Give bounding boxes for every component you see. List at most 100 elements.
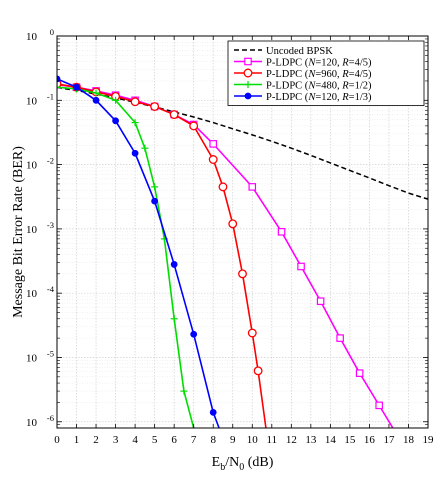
series-line-1 [57, 83, 394, 428]
legend-label-part: =120, [315, 57, 342, 68]
y-tick-exponent: -6 [47, 413, 54, 423]
y-tick-base: 10 [26, 31, 38, 43]
legend-label-part: =4/5) [349, 57, 372, 68]
marker-dot [151, 197, 159, 205]
y-tick-exponent: -1 [47, 91, 54, 101]
y-tick-base: 10 [26, 224, 38, 236]
legend-label-part: =480, [315, 80, 342, 91]
marker-dot [112, 117, 119, 125]
x-tick-label: 9 [230, 434, 236, 446]
x-tick-label: 10 [247, 434, 259, 446]
marker-square [336, 334, 344, 342]
y-tick-exponent: -4 [47, 284, 55, 294]
marker-circle [228, 219, 238, 229]
x-tick-labels: 0 1 2 3 4 5 6 7 8 9 10 11 12 13 14 15 16 17 18 19 [54, 434, 434, 446]
x-tick-label: 7 [191, 434, 197, 446]
y-tick-label: 10 [26, 31, 38, 43]
marker-circle [243, 68, 253, 78]
marker-square [277, 228, 286, 236]
legend-label-part: =1/2) [349, 80, 372, 91]
legend-label: P-LDPC (N=480, R=1/2) [266, 80, 372, 91]
ticks [56, 35, 429, 429]
x-tick-label: 19 [423, 434, 435, 446]
y-tick-exponent: -5 [47, 348, 54, 358]
x-tick-label: 6 [171, 434, 177, 446]
marker-circle [169, 110, 179, 120]
legend-label-part: N [307, 57, 316, 68]
marker-square [244, 57, 252, 66]
x-axis-label-sub2: 0 [239, 462, 244, 473]
marker-circle [150, 102, 160, 111]
series-0 [57, 86, 428, 200]
y-tick-base: 10 [26, 288, 38, 300]
y-tick-base: 10 [26, 352, 38, 364]
x-tick-label: 5 [152, 434, 158, 446]
legend-label-part: P-LDPC ( [266, 57, 309, 68]
marker-dot [209, 408, 217, 416]
series-line-0 [57, 86, 428, 200]
legend-label-part: R [341, 80, 349, 91]
marker-dot [57, 75, 61, 83]
series-line-4 [57, 78, 220, 428]
x-tick-label: 14 [325, 434, 337, 446]
legend-label-part: =960, [315, 69, 342, 80]
y-tick-base: 10 [26, 417, 38, 429]
legend-item: P-LDPC (N=960, R=4/5) [234, 68, 372, 80]
x-tick-label: 16 [364, 434, 376, 446]
legend-label: Uncoded BPSK [266, 46, 333, 57]
marker-dot [92, 96, 100, 104]
marker-circle [238, 269, 247, 279]
marker-square [248, 183, 257, 191]
y-tick-exponent: -3 [47, 220, 54, 230]
x-axis-label-unit: (dB) [244, 455, 274, 470]
y-tick-base: 10 [26, 160, 38, 172]
series-1 [57, 80, 394, 428]
legend-label-part: N [307, 69, 316, 80]
y-tick-label: 10 [26, 417, 38, 429]
legend-item: P-LDPC (N=120, R=1/3) [234, 92, 372, 103]
marker-square [297, 262, 305, 271]
marker-circle [130, 97, 140, 107]
x-tick-label: 4 [132, 434, 138, 446]
legend-label-part: =4/5) [349, 69, 372, 80]
x-axis-label-sub1: b [220, 462, 225, 473]
series-2 [57, 79, 267, 428]
legend-item: P-LDPC (N=120, R=4/5) [234, 57, 372, 68]
marker-dot [190, 330, 198, 338]
x-tick-label: 3 [113, 434, 119, 446]
marker-dot [170, 261, 178, 268]
y-tick-label: 10 [26, 352, 38, 364]
y-tick-exponent: -2 [47, 156, 54, 166]
series-layer [57, 75, 428, 428]
x-tick-label: 2 [93, 434, 99, 446]
marker-square [355, 369, 364, 377]
x-tick-label: 0 [54, 434, 60, 446]
marker-circle [218, 182, 228, 192]
y-tick-label: 10 [26, 160, 38, 172]
grid [57, 36, 428, 429]
x-tick-label: 8 [210, 434, 216, 446]
x-tick-label: 18 [403, 434, 415, 446]
x-tick-label: 15 [344, 434, 356, 446]
marker-square [375, 401, 383, 410]
marker-dot [73, 83, 80, 91]
x-axis-label-mid: /N [225, 455, 239, 470]
y-tick-base: 10 [26, 95, 38, 107]
x-axis-label-main: E [212, 455, 221, 470]
legend-label: P-LDPC (N=120, R=1/3) [266, 92, 372, 103]
series-line-2 [57, 83, 267, 428]
y-tick-label: 10 [26, 95, 38, 107]
marker-circle [247, 328, 257, 338]
legend-label-part: N [307, 80, 316, 91]
y-tick-label: 10 [26, 288, 38, 300]
legend-label-part: R [341, 92, 349, 103]
marker-circle [208, 155, 218, 164]
marker-square [209, 140, 218, 148]
marker-dot [244, 92, 252, 100]
legend-label-part: N [307, 92, 316, 103]
legend-label: P-LDPC (N=120, R=4/5) [266, 57, 372, 68]
y-axis-label: Message Bit Error Rate (BER) [11, 146, 26, 318]
